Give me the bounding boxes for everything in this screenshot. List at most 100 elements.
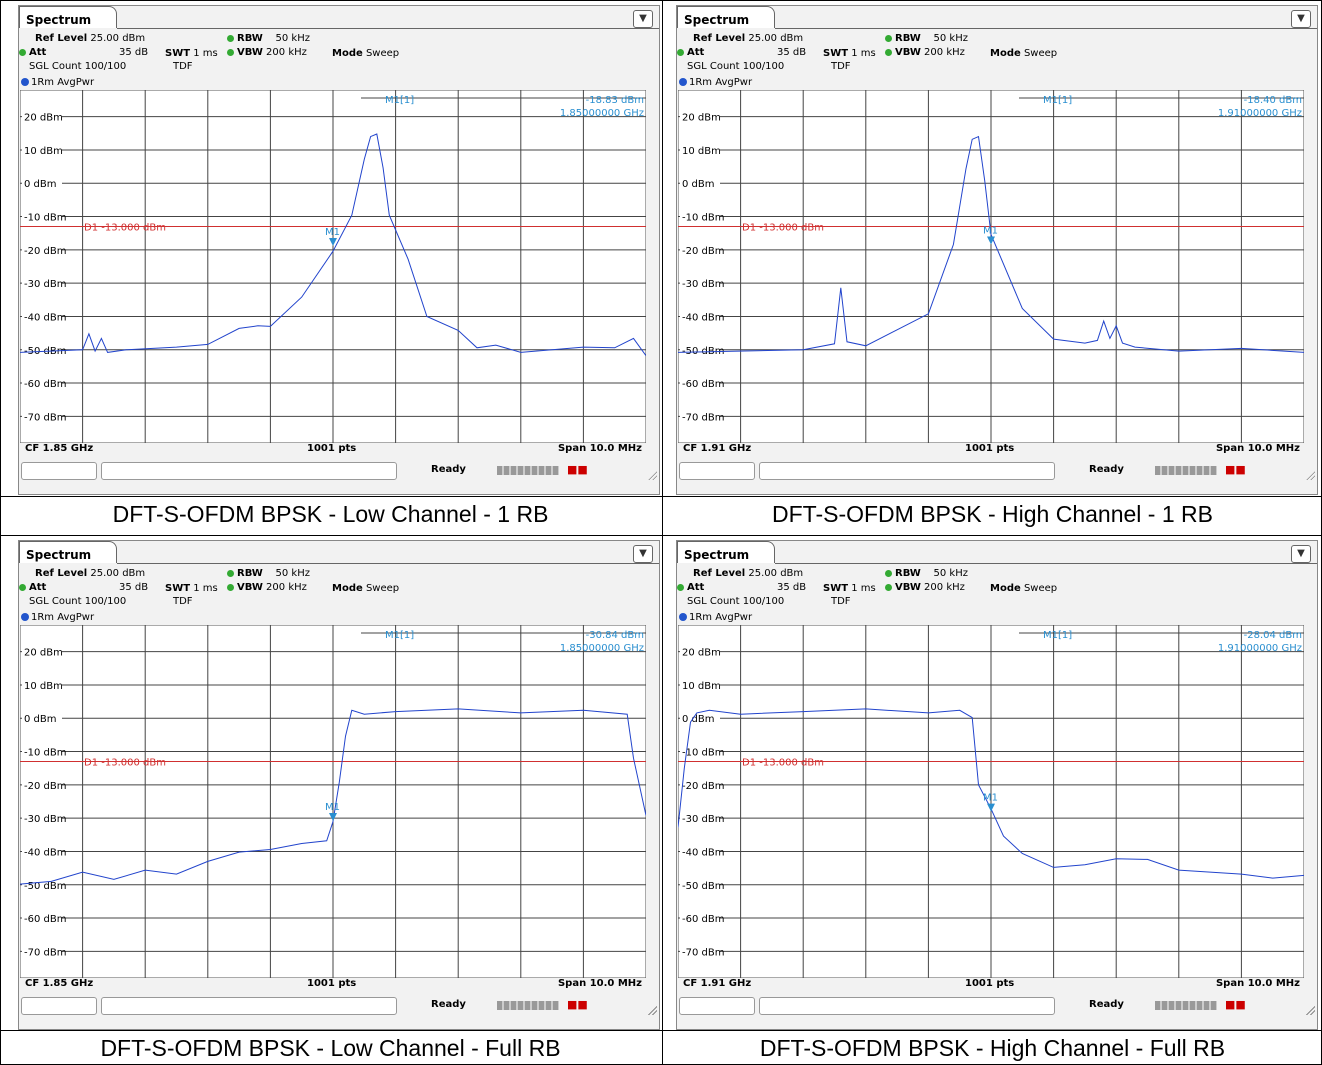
marker-info-label: M1[1] (1043, 95, 1072, 106)
swt-value: 1 ms (193, 583, 218, 594)
tick-label-bg (22, 143, 62, 156)
resize-grip-icon[interactable] (1305, 1005, 1315, 1015)
rbw-indicator-icon (227, 34, 234, 42)
y-tick-label: 20 dBm (682, 648, 721, 659)
ref-level-label: Ref Level (35, 568, 88, 579)
plot-footer: CF 1.85 GHz 1001 pts Span 10.0 MHz (20, 978, 646, 991)
marker-m1 (329, 237, 337, 246)
status-field-message[interactable] (101, 997, 397, 1015)
rbw-indicator-icon (885, 34, 892, 42)
row-divider-1 (0, 496, 1322, 497)
progress-bar (497, 1001, 559, 1010)
spectrum-plot[interactable]: 20 dBm 10 dBm 0 dBm -10 dBm -20 dBm -30 dBm -4… (678, 625, 1304, 978)
display-toggle-icon[interactable]: ▼ (633, 10, 653, 28)
tick-label-bg (680, 377, 720, 390)
marker-m1-label: M1 (325, 227, 340, 238)
swt-info: SWT 1 ms (823, 48, 876, 59)
rs-logo-icon: ■■ (1225, 463, 1246, 476)
status-bar: Ready ■■ (677, 994, 1317, 1016)
display-toggle-icon[interactable]: ▼ (1291, 545, 1311, 563)
ref-level-label: Ref Level (693, 568, 746, 579)
limit-line-label: D1 -13.000 dBm (742, 758, 824, 769)
y-tick-label: -30 dBm (682, 814, 724, 825)
swt-value: 1 ms (193, 48, 218, 59)
trace-line (678, 708, 1304, 879)
trace-name: 1Rm AvgPwr (31, 77, 95, 88)
status-field-message[interactable] (101, 462, 397, 480)
y-tick-label: -60 dBm (24, 914, 66, 925)
marker-frequency: 1.85000000 GHz (560, 643, 644, 654)
spectrum-tab[interactable]: Spectrum (19, 541, 117, 563)
status-field-left[interactable] (21, 997, 97, 1015)
att-label: Att (687, 47, 705, 58)
status-field-left[interactable] (679, 462, 755, 480)
status-field-left[interactable] (21, 462, 97, 480)
mode-label: Mode (332, 583, 363, 594)
tick-label-bg (680, 945, 720, 958)
spectrum-tab[interactable]: Spectrum (677, 6, 775, 28)
y-tick-label: -30 dBm (24, 279, 66, 290)
status-ready: Ready (431, 464, 466, 475)
mode-info: Mode Sweep (332, 48, 399, 59)
att-indicator-icon (677, 583, 684, 591)
y-tick-label: 10 dBm (682, 146, 721, 157)
mode-info: Mode Sweep (990, 583, 1057, 594)
att-indicator-icon (19, 583, 26, 591)
y-tick-label: 10 dBm (24, 681, 63, 692)
tab-underline (117, 28, 659, 29)
display-toggle-icon[interactable]: ▼ (1291, 10, 1311, 28)
tick-label-bg (22, 243, 62, 256)
y-tick-label: -60 dBm (24, 379, 66, 390)
vbw-indicator-icon (885, 48, 892, 56)
att-indicator-icon (19, 48, 26, 56)
spectrum-tab[interactable]: Spectrum (19, 6, 117, 28)
status-field-message[interactable] (759, 462, 1055, 480)
y-tick-label: -20 dBm (24, 246, 66, 257)
marker-level: -18.40 dBm (1244, 95, 1302, 106)
swt-value: 1 ms (851, 48, 876, 59)
att-label: Att (29, 582, 47, 593)
tick-label-bg (22, 945, 62, 958)
frequency-span: Span 10.0 MHz (557, 443, 642, 454)
tick-label-bg (680, 878, 720, 891)
vbw-indicator-icon (227, 48, 234, 56)
ref-level-label: Ref Level (35, 33, 88, 44)
limit-line-label: D1 -13.000 dBm (742, 223, 824, 234)
rbw-label: RBW (237, 568, 263, 579)
status-field-left[interactable] (679, 997, 755, 1015)
tick-label-bg (680, 210, 720, 223)
rs-logo-icon: ■■ (567, 998, 588, 1011)
center-frequency: CF 1.85 GHz (25, 978, 94, 989)
display-toggle-icon[interactable]: ▼ (633, 545, 653, 563)
resize-grip-icon[interactable] (1305, 470, 1315, 480)
vbw-label: VBW (895, 47, 921, 58)
progress-bar (497, 466, 559, 475)
tick-label-bg (22, 845, 62, 858)
plot-footer: CF 1.91 GHz 1001 pts Span 10.0 MHz (678, 443, 1304, 456)
spectrum-panel: Spectrum ▼ Ref Level 25.00 dBm Att 35 dB… (18, 5, 660, 495)
sweep-points: 1001 pts (965, 443, 1015, 454)
ref-level-value: 25.00 dBm (748, 568, 804, 579)
status-field-message[interactable] (759, 997, 1055, 1015)
resize-grip-icon[interactable] (647, 470, 657, 480)
frequency-span: Span 10.0 MHz (1215, 443, 1300, 454)
y-tick-label: 20 dBm (682, 113, 721, 124)
trace-name: 1Rm AvgPwr (689, 612, 753, 623)
att-info: Att (19, 47, 46, 58)
spectrum-panel: Spectrum ▼ Ref Level 25.00 dBm Att 35 dB… (676, 540, 1318, 1030)
resize-grip-icon[interactable] (647, 1005, 657, 1015)
marker-info-label: M1[1] (385, 630, 414, 641)
tick-label-bg (22, 110, 62, 123)
y-tick-label: -30 dBm (682, 279, 724, 290)
ref-level-value: 25.00 dBm (748, 33, 804, 44)
spectrum-plot[interactable]: 20 dBm 10 dBm 0 dBm -10 dBm -20 dBm -30 dBm -4… (20, 625, 646, 978)
y-tick-label: 10 dBm (682, 681, 721, 692)
spectrum-tab[interactable]: Spectrum (677, 541, 775, 563)
spectrum-plot[interactable]: 20 dBm 10 dBm 0 dBm -10 dBm -20 dBm -30 dBm -4… (678, 90, 1304, 443)
row-divider-2 (0, 535, 1322, 536)
spectrum-plot[interactable]: 20 dBm 10 dBm 0 dBm -10 dBm -20 dBm -30 dBm -4… (20, 90, 646, 443)
tick-label-bg (22, 745, 62, 758)
tick-label-bg (680, 645, 720, 658)
rbw-value: 50 kHz (933, 568, 968, 579)
trace-label: 1Rm AvgPwr (21, 612, 94, 623)
